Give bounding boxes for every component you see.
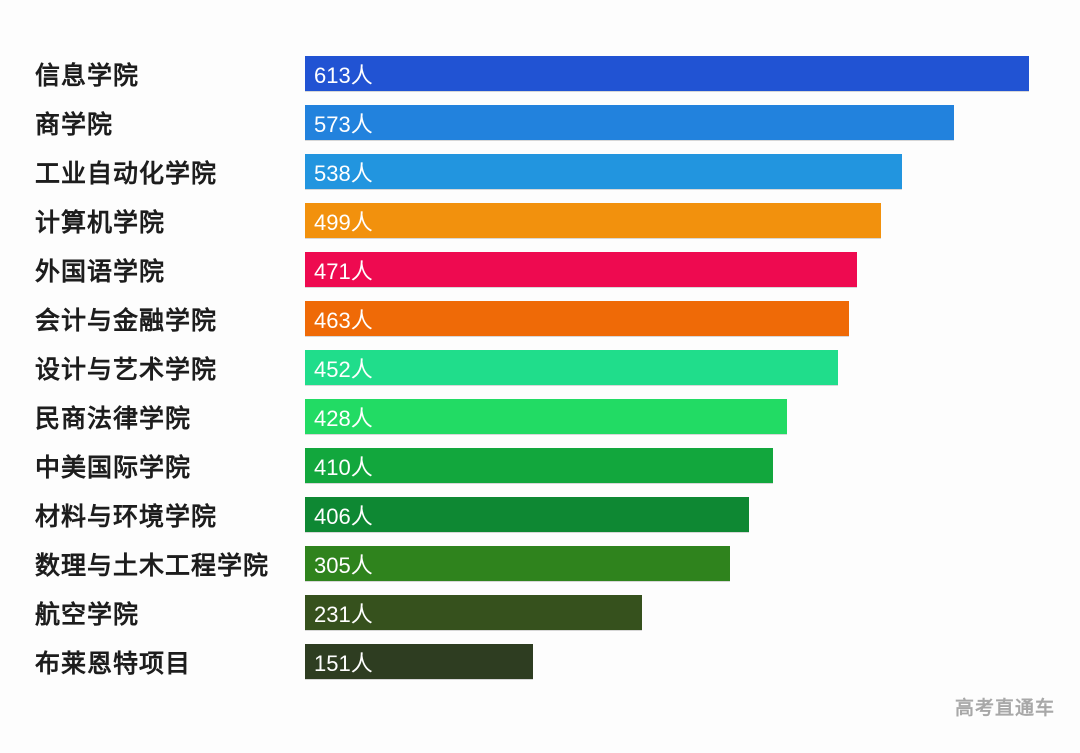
bar-value-label: 613人: [314, 62, 373, 88]
category-label: 中美国际学院: [35, 453, 192, 482]
bar-value-label: 463人: [314, 307, 373, 333]
category-label: 会计与金融学院: [35, 306, 218, 335]
bar-value-label: 573人: [314, 111, 373, 137]
bar-row: 计算机学院 499人: [35, 196, 1029, 245]
bar: 573人: [305, 105, 954, 140]
bar-value-label: 452人: [314, 356, 373, 382]
bar: 613人: [305, 56, 1029, 91]
bar-row: 航空学院 231人: [35, 588, 1029, 637]
bar-row: 中美国际学院 410人: [35, 441, 1029, 490]
bar: 305人: [305, 546, 730, 581]
bar-row: 工业自动化学院 538人: [35, 147, 1029, 196]
bar: 231人: [305, 595, 642, 630]
bar-row: 设计与艺术学院 452人: [35, 343, 1029, 392]
bar-row: 信息学院 613人: [35, 49, 1029, 98]
category-label: 计算机学院: [35, 208, 166, 237]
bar-value-label: 538人: [314, 160, 373, 186]
category-label: 材料与环境学院: [35, 502, 218, 531]
category-label: 商学院: [35, 110, 114, 139]
bar-value-label: 410人: [314, 454, 373, 480]
bar-value-label: 406人: [314, 503, 373, 529]
category-label: 工业自动化学院: [35, 159, 218, 188]
bar-value-label: 471人: [314, 258, 373, 284]
category-label: 数理与土木工程学院: [35, 551, 270, 580]
bar: 410人: [305, 448, 773, 483]
bar-value-label: 499人: [314, 209, 373, 235]
bar-value-label: 231人: [314, 601, 373, 627]
bar: 499人: [305, 203, 881, 238]
bar-row: 数理与土木工程学院 305人: [35, 539, 1029, 588]
category-label: 布莱恩特项目: [35, 649, 192, 678]
category-label: 外国语学院: [35, 257, 166, 286]
watermark: 高考直通车: [954, 698, 1055, 719]
bar: 471人: [305, 252, 857, 287]
bar-chart: 信息学院 613人商学院 573人工业自动化学院 538人计算机学院 499人外国语学院…: [35, 49, 1029, 686]
bar-row: 商学院 573人: [35, 98, 1029, 147]
bar-value-label: 151人: [314, 650, 373, 676]
bar: 463人: [305, 301, 849, 336]
bar-value-label: 305人: [314, 552, 373, 578]
category-label: 民商法律学院: [35, 404, 192, 433]
bar-value-label: 428人: [314, 405, 373, 431]
bar: 151人: [305, 644, 533, 679]
bar-row: 会计与金融学院 463人: [35, 294, 1029, 343]
bar-row: 民商法律学院 428人: [35, 392, 1029, 441]
bar: 406人: [305, 497, 749, 532]
bar-row: 材料与环境学院 406人: [35, 490, 1029, 539]
bar: 452人: [305, 350, 838, 385]
category-label: 信息学院: [35, 61, 140, 90]
category-label: 设计与艺术学院: [35, 355, 218, 384]
category-label: 航空学院: [35, 600, 140, 629]
bar: 538人: [305, 154, 902, 189]
bar-row: 外国语学院 471人: [35, 245, 1029, 294]
bar: 428人: [305, 399, 787, 434]
bar-row: 布莱恩特项目 151人: [35, 637, 1029, 686]
